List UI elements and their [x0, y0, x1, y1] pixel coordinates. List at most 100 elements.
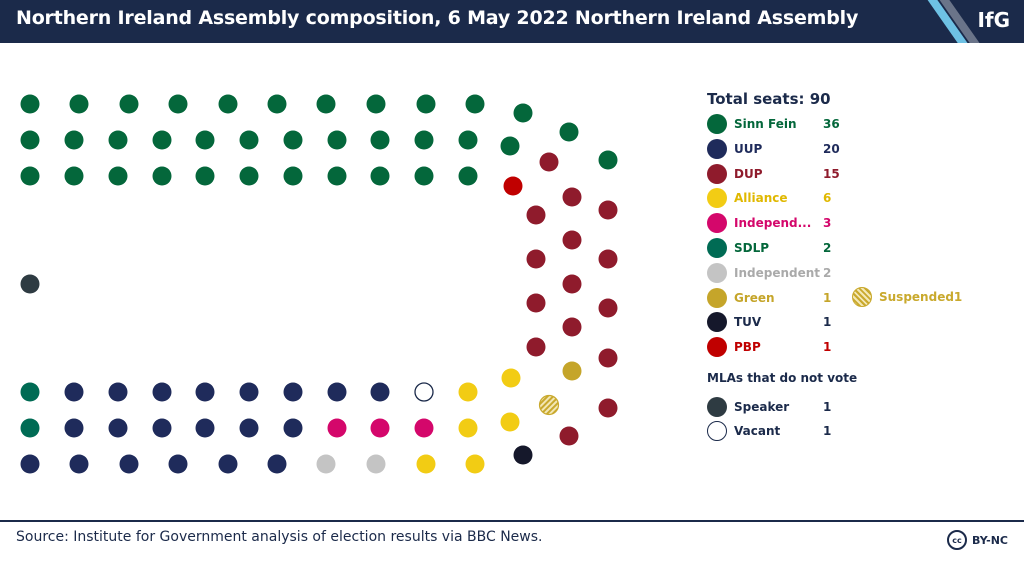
seat-sinn-fein — [69, 94, 89, 114]
seat-dup — [562, 317, 582, 337]
seat-sinn-fein — [108, 130, 128, 150]
seat-dup — [562, 187, 582, 207]
seat-alliance — [465, 454, 485, 474]
header-bar: Northern Ireland Assembly composition, 6… — [0, 0, 1024, 43]
seat-uup — [108, 418, 128, 438]
seat-sinn-fein — [500, 136, 520, 156]
seat-sdlp — [20, 418, 40, 438]
seat-alliance — [458, 418, 478, 438]
seat-sinn-fein — [283, 166, 303, 186]
seat-uup — [327, 382, 347, 402]
seat-uup — [283, 382, 303, 402]
legend-count: 15 — [823, 166, 840, 181]
seat-alliance — [500, 412, 520, 432]
legend-label: UUP — [734, 141, 763, 156]
seat-sinn-fein — [108, 166, 128, 186]
seat-alliance — [416, 454, 436, 474]
legend-suspended-label: Suspended1 — [879, 290, 963, 304]
seat-dup — [598, 398, 618, 418]
seat-dup — [559, 426, 579, 446]
seat-uup — [283, 418, 303, 438]
seat-independent — [366, 454, 386, 474]
seat-independent — [316, 454, 336, 474]
seat-sinn-fein — [218, 94, 238, 114]
legend-label: PBP — [734, 340, 761, 355]
legend-count: 1 — [823, 400, 832, 414]
seat-uup — [195, 382, 215, 402]
seat-sinn-fein — [267, 94, 287, 114]
seat-sinn-fein — [64, 130, 84, 150]
legend-count: 3 — [823, 216, 832, 231]
seat-independ — [327, 418, 347, 438]
seat-sinn-fein — [195, 166, 215, 186]
legend-count: 6 — [823, 191, 832, 206]
legend-swatch — [707, 312, 727, 333]
seat-sinn-fein — [513, 103, 533, 123]
legend-count: 20 — [823, 141, 840, 156]
seat-green — [562, 361, 582, 381]
legend-count: 36 — [823, 117, 840, 131]
total-seats: Total seats: 90 — [707, 90, 831, 108]
legend-swatch — [707, 114, 727, 134]
seat-uup — [119, 454, 139, 474]
legend-label: DUP — [734, 166, 763, 181]
seat-uup — [370, 382, 390, 402]
seat-dup — [598, 249, 618, 269]
legend-label: Speaker — [734, 400, 790, 414]
legend-count: 1 — [823, 340, 832, 355]
seat-sinn-fein — [283, 130, 303, 150]
legend-label: Vacant — [734, 424, 781, 438]
seat-sinn-fein — [152, 166, 172, 186]
seat-sinn-fein — [64, 166, 84, 186]
non-voting-heading: MLAs that do not vote — [707, 371, 858, 385]
legend-label: Sinn Fein — [734, 117, 797, 131]
legend-swatch — [707, 262, 727, 283]
seat-uup — [64, 382, 84, 402]
seat-alliance — [501, 368, 521, 388]
seat-uup — [108, 382, 128, 402]
footer-divider — [0, 520, 1024, 522]
seat-uup — [152, 418, 172, 438]
legend-swatch — [707, 138, 727, 159]
seat-alliance — [458, 382, 478, 402]
legend-swatch — [707, 213, 727, 234]
legend-swatch — [707, 163, 727, 184]
legend-label: TUV — [734, 315, 762, 330]
seat-dup — [562, 274, 582, 294]
seat-sdlp — [20, 382, 40, 402]
seat-dup — [526, 249, 546, 269]
seat-sinn-fein — [559, 122, 579, 142]
seat-sinn-fein — [465, 94, 485, 114]
seat-dup — [539, 152, 559, 172]
seat-uup — [239, 418, 259, 438]
legend-label: Independ... — [734, 216, 812, 231]
chart-title: Northern Ireland Assembly composition, 6… — [16, 7, 859, 29]
seat-sinn-fein — [168, 94, 188, 114]
legend-label: Green — [734, 290, 775, 305]
legend-count: 2 — [823, 265, 832, 280]
legend-swatch — [707, 397, 727, 417]
seat-tuv — [513, 445, 533, 465]
seat-independ — [414, 418, 434, 438]
seat-uup — [218, 454, 238, 474]
seat-dup — [526, 293, 546, 313]
seat-chart — [20, 94, 618, 474]
legend-swatch — [707, 421, 727, 441]
seat-sinn-fein — [327, 166, 347, 186]
seat-uup — [152, 382, 172, 402]
legend-count: 1 — [823, 424, 832, 438]
seat-sinn-fein — [414, 166, 434, 186]
seat-dup — [598, 200, 618, 220]
seat-sinn-fein — [458, 166, 478, 186]
legend-swatch — [707, 287, 727, 308]
source-note: Source: Institute for Government analysi… — [16, 529, 543, 545]
seat-sinn-fein — [366, 94, 386, 114]
seat-sinn-fein — [195, 130, 215, 150]
seat-uup — [239, 382, 259, 402]
seat-pbp — [503, 176, 523, 196]
seat-vacant — [414, 382, 434, 402]
seat-sinn-fein — [119, 94, 139, 114]
legend-swatch — [707, 337, 727, 358]
legend-count: 1 — [823, 315, 832, 330]
seat-uup — [64, 418, 84, 438]
